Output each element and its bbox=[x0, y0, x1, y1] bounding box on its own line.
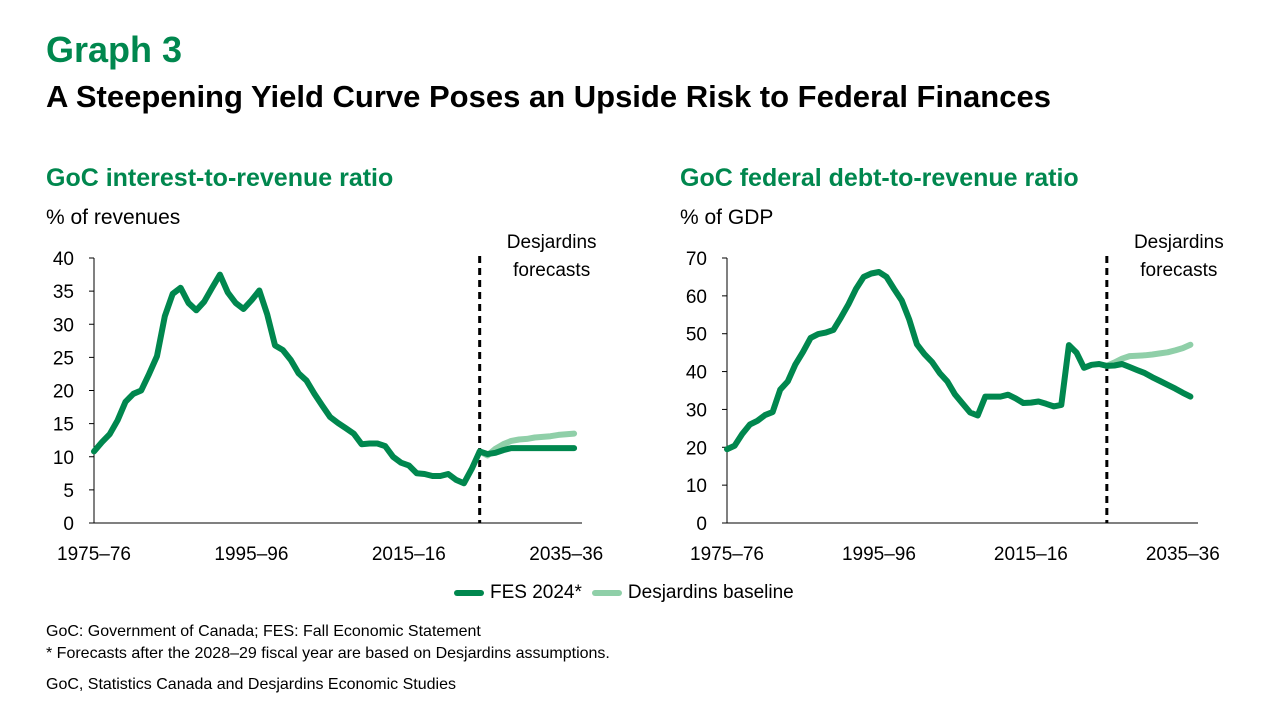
legend-swatch-baseline bbox=[591, 590, 622, 596]
chart-panel-interest: GoC interest-to-revenue ratio % of reven… bbox=[0, 160, 603, 580]
series-line-baseline bbox=[476, 430, 578, 459]
x-tick-label: 2035–36 bbox=[529, 544, 603, 565]
legend-swatch-fes bbox=[454, 590, 484, 596]
y-axis-unit: % of GDP bbox=[680, 206, 774, 229]
chart-title: GoC federal debt-to-revenue ratio bbox=[680, 164, 1079, 192]
legend-label-fes: FES 2024* bbox=[490, 582, 582, 603]
y-tick-label: 15 bbox=[53, 415, 74, 436]
y-tick-label: 70 bbox=[686, 249, 707, 270]
y-axis-unit: % of revenues bbox=[46, 206, 181, 229]
y-tick-label: 35 bbox=[53, 282, 74, 303]
x-tick-label: 1975–76 bbox=[57, 544, 131, 565]
forecast-annotation-line: forecasts bbox=[1140, 260, 1217, 281]
chart-panel-debt: GoC federal debt-to-revenue ratio % of G… bbox=[634, 160, 1234, 580]
chart-plot-interest: 0 5 10 15 20 25 30 35 40 1975–76 1995–96 2015–16 203… bbox=[53, 232, 603, 565]
legend-item-baseline: Desjardins baseline bbox=[591, 582, 794, 604]
source-note: GoC, Statistics Canada and Desjardins Ec… bbox=[46, 676, 456, 693]
y-tick-label: 0 bbox=[63, 514, 74, 535]
x-tick-label: 2035–36 bbox=[1146, 544, 1220, 565]
y-tick-label: 30 bbox=[53, 315, 74, 336]
y-tick-label: 20 bbox=[686, 438, 707, 459]
y-tick-label: 40 bbox=[686, 363, 707, 384]
y-tick-label: 50 bbox=[686, 325, 707, 346]
forecast-annotation-line: Desjardins bbox=[1134, 232, 1224, 253]
series-line-baseline bbox=[1103, 341, 1194, 369]
x-tick-label: 1995–96 bbox=[214, 544, 288, 565]
chart-legend: FES 2024* Desjardins baseline bbox=[454, 580, 804, 606]
x-tick-label: 1995–96 bbox=[842, 544, 916, 565]
y-tick-label: 5 bbox=[63, 481, 74, 502]
legend-item-fes: FES 2024* bbox=[454, 582, 582, 604]
y-tick-label: 10 bbox=[53, 448, 74, 469]
x-tick-label: 2015–16 bbox=[994, 544, 1068, 565]
y-tick-label: 40 bbox=[53, 249, 74, 270]
series-line-fes bbox=[91, 271, 578, 487]
y-tick-label: 60 bbox=[686, 287, 707, 308]
y-tick-label: 30 bbox=[686, 400, 707, 421]
y-tick-label: 25 bbox=[53, 348, 74, 369]
footnote-abbreviations: GoC: Government of Canada; FES: Fall Eco… bbox=[46, 623, 481, 640]
y-tick-label: 10 bbox=[686, 476, 707, 497]
chart-title: GoC interest-to-revenue ratio bbox=[46, 164, 394, 192]
x-tick-label: 2015–16 bbox=[372, 544, 446, 565]
graph-label: Graph 3 bbox=[46, 29, 183, 70]
y-tick-label: 0 bbox=[696, 514, 707, 535]
chart-plot-debt: 0 10 20 30 40 50 60 70 1975–76 1995–96 2015–16 2035… bbox=[686, 232, 1224, 565]
legend-label-baseline: Desjardins baseline bbox=[627, 582, 794, 603]
forecast-annotation-line: forecasts bbox=[513, 260, 590, 281]
footnote-forecast: * Forecasts after the 2028–29 fiscal yea… bbox=[46, 645, 610, 662]
forecast-annotation: Desjardins forecasts bbox=[507, 232, 597, 281]
y-tick-label: 20 bbox=[53, 382, 74, 403]
page-title: A Steepening Yield Curve Poses an Upside… bbox=[46, 79, 1051, 114]
forecast-annotation-line: Desjardins bbox=[507, 232, 597, 253]
x-tick-label: 1975–76 bbox=[690, 544, 764, 565]
series-line-fes bbox=[724, 269, 1194, 453]
forecast-annotation: Desjardins forecasts bbox=[1134, 232, 1224, 281]
